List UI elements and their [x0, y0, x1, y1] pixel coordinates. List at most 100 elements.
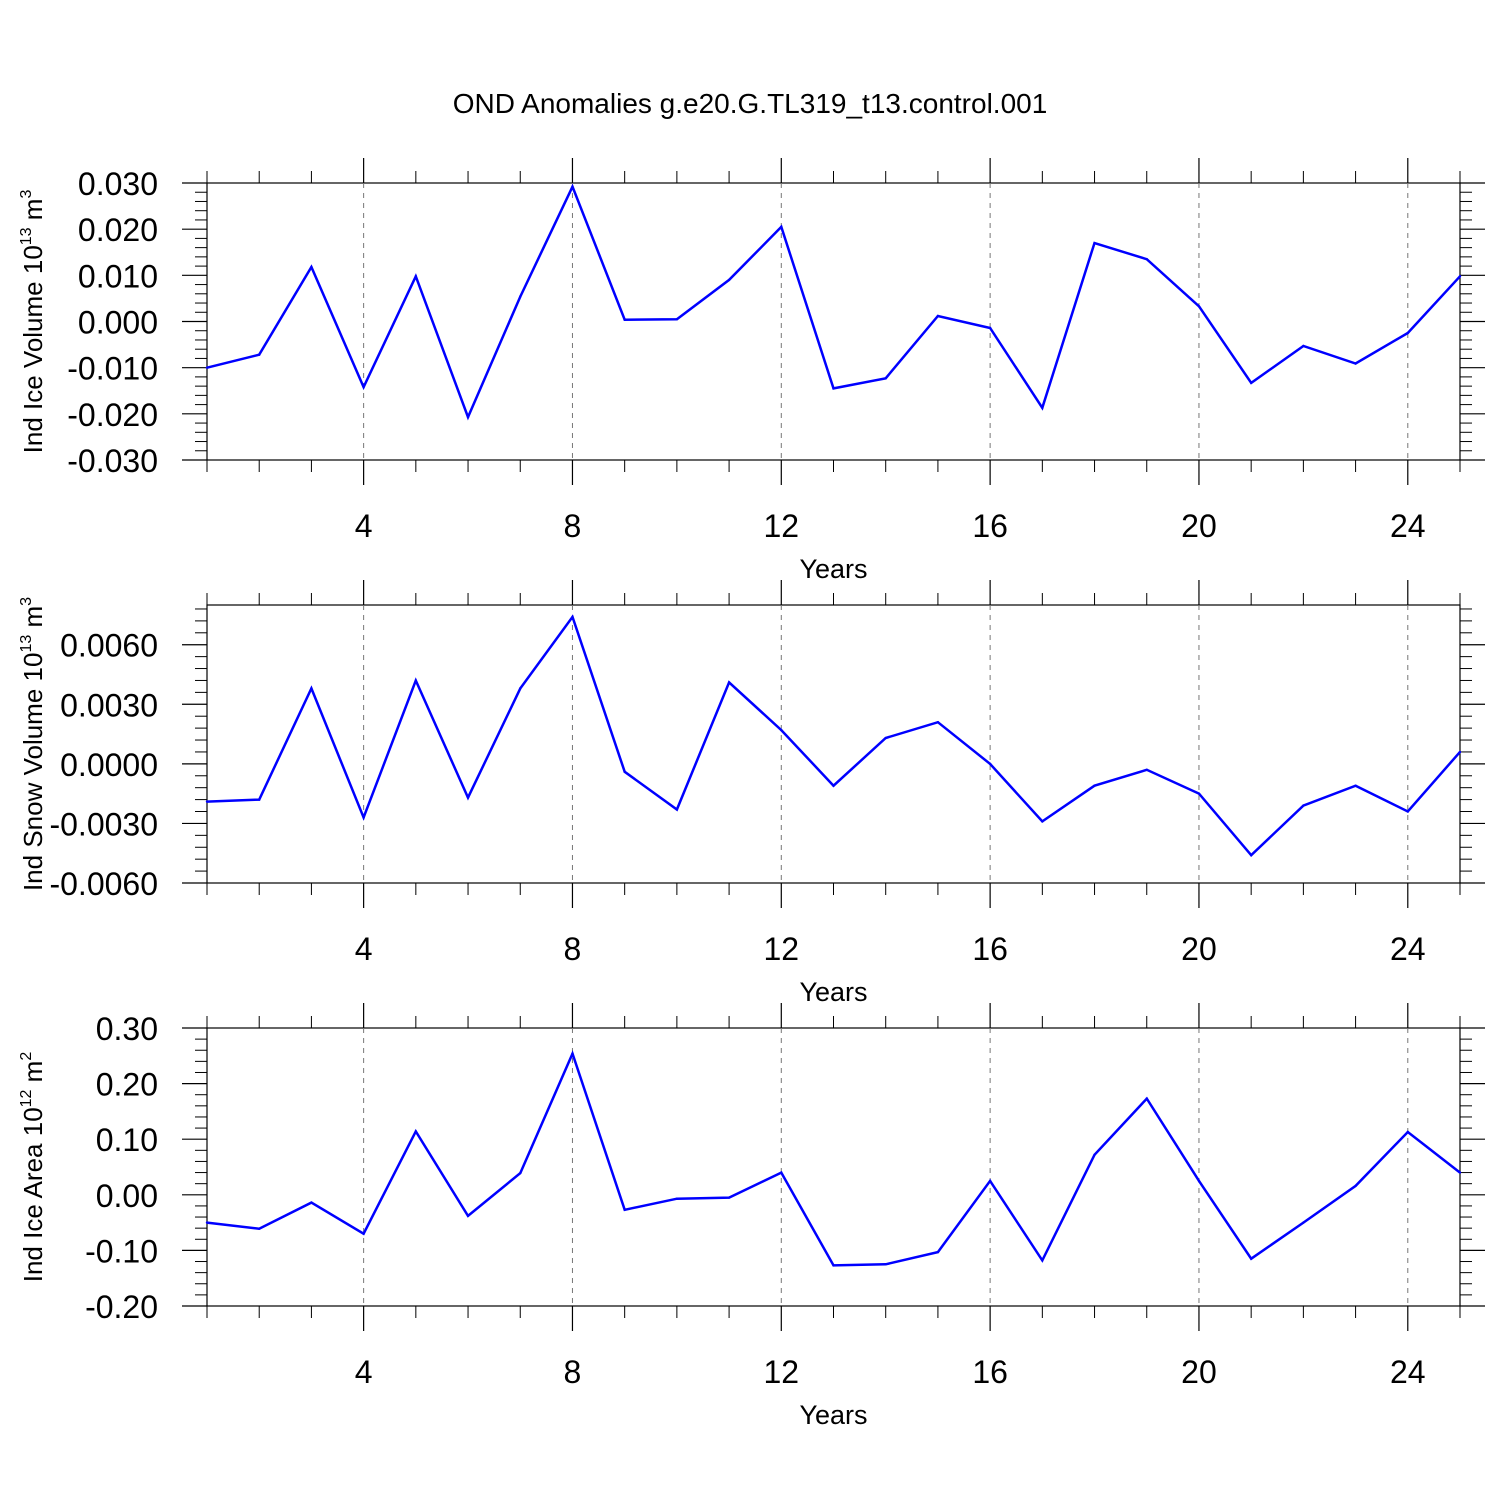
x-axis-label: Years — [799, 1400, 867, 1430]
data-point — [1249, 1257, 1253, 1260]
data-point — [362, 1232, 365, 1235]
data-point — [258, 1227, 261, 1230]
y-axis-label: Ind Ice Area 1012 m2 — [18, 1052, 48, 1283]
data-point — [936, 1250, 940, 1254]
series-line — [206, 1050, 1461, 1267]
data-point — [205, 800, 209, 803]
data-point — [519, 1171, 522, 1175]
data-point — [571, 1052, 574, 1055]
x-tick-label: 8 — [564, 931, 582, 967]
y-axis-label-text: Ind Ice Area 10 — [18, 1107, 48, 1282]
x-axis-label: Years — [799, 554, 867, 584]
data-point — [362, 816, 365, 819]
data-point — [310, 265, 313, 269]
data-point — [1197, 792, 1201, 795]
x-tick-label: 20 — [1181, 508, 1217, 544]
data-point — [988, 1179, 992, 1183]
panel-ice-area: 4 8 12 16 20 24 -0.20 -0.10 0.00 0.10 0.20 0.30 Year… — [18, 1003, 1485, 1430]
x-tick-label: 12 — [763, 508, 799, 544]
data-point — [988, 762, 992, 766]
y-tick-label: 0.0030 — [60, 687, 158, 723]
y-tick-label: -0.020 — [67, 397, 158, 433]
data-point — [727, 1196, 731, 1199]
x-tick-label: 4 — [355, 1354, 373, 1390]
y-tick-label: -0.030 — [67, 443, 158, 479]
plot-frame — [206, 604, 1461, 884]
y-tick-label: 0.0060 — [60, 628, 158, 664]
data-point — [1041, 820, 1044, 823]
data-point — [362, 385, 365, 389]
y-axis-label-exponent: 13 — [18, 635, 35, 653]
x-tick-label: 16 — [972, 1354, 1008, 1390]
data-point — [1197, 1179, 1201, 1183]
panel-ice-volume: 4 8 12 16 20 24 -0.030 -0.020 -0.010 0.000 0.010 0.… — [18, 158, 1485, 584]
data-point — [310, 687, 313, 690]
data-point — [1458, 750, 1462, 754]
y-axis-label-text: Ind Ice Volume 10 — [18, 245, 48, 453]
data-point — [1093, 784, 1096, 787]
x-tick-label: 4 — [355, 931, 373, 967]
data-point — [780, 1171, 783, 1174]
data-point — [414, 1130, 418, 1133]
data-point — [832, 784, 835, 787]
data-point — [1249, 381, 1253, 385]
y-tick-label: -0.010 — [67, 351, 158, 387]
y-tick-label: -0.0030 — [49, 806, 158, 842]
x-axis-label: Years — [799, 977, 867, 1007]
data-point — [1041, 1259, 1044, 1262]
y-axis-label-text: Ind Snow Volume 10 — [18, 653, 48, 892]
data-point — [205, 366, 209, 369]
y-tick-label: 0.00 — [96, 1178, 158, 1214]
chart-title: OND Anomalies g.e20.G.TL319_t13.control.… — [452, 88, 1048, 119]
y-tick-label: -0.10 — [85, 1233, 158, 1269]
y-tick-label: 0.010 — [78, 258, 158, 294]
data-point — [205, 1221, 209, 1224]
data-point — [623, 318, 626, 321]
data-point — [310, 1201, 313, 1204]
data-point — [675, 808, 679, 811]
y-tick-label: 0.020 — [78, 212, 158, 248]
data-point — [936, 314, 940, 318]
x-tick-label: 12 — [763, 931, 799, 967]
data-point — [675, 1197, 679, 1200]
data-point — [1458, 275, 1462, 278]
data-point — [1093, 241, 1096, 245]
data-point — [727, 278, 731, 282]
data-point — [1354, 784, 1357, 787]
data-point — [1249, 854, 1253, 857]
data-point — [519, 687, 522, 690]
x-tick-label: 20 — [1181, 931, 1217, 967]
x-tick-label: 24 — [1390, 1354, 1426, 1390]
data-point — [780, 225, 783, 229]
data-point — [571, 185, 574, 188]
data-point — [1302, 1221, 1305, 1224]
data-point — [1406, 1130, 1409, 1134]
data-point — [1145, 257, 1148, 261]
data-point — [780, 728, 783, 732]
data-point — [414, 679, 418, 682]
data-point — [884, 736, 887, 740]
x-tick-label: 16 — [972, 931, 1008, 967]
y-axis-label: Ind Ice Volume 1013 m3 — [18, 190, 48, 454]
data-point — [832, 387, 835, 390]
data-point — [1145, 768, 1148, 772]
data-point — [1406, 331, 1409, 335]
y-tick-label: -0.20 — [85, 1289, 158, 1325]
y-axis-label: Ind Snow Volume 1013 m3 — [18, 597, 48, 891]
data-point — [519, 295, 522, 298]
data-point — [1302, 804, 1305, 807]
x-tick-label: 8 — [564, 1354, 582, 1390]
y-axis-label-unit-exponent: 3 — [18, 597, 35, 606]
data-point — [466, 415, 470, 419]
y-axis-label-unit-exponent: 3 — [18, 190, 35, 199]
x-tick-label: 4 — [355, 508, 373, 544]
data-point — [1302, 344, 1305, 348]
data-point — [1406, 810, 1409, 813]
data-point — [1354, 1184, 1357, 1188]
y-tick-label: 0.030 — [78, 166, 158, 202]
data-point — [258, 353, 261, 356]
data-point — [258, 798, 261, 801]
data-point — [1145, 1097, 1148, 1100]
